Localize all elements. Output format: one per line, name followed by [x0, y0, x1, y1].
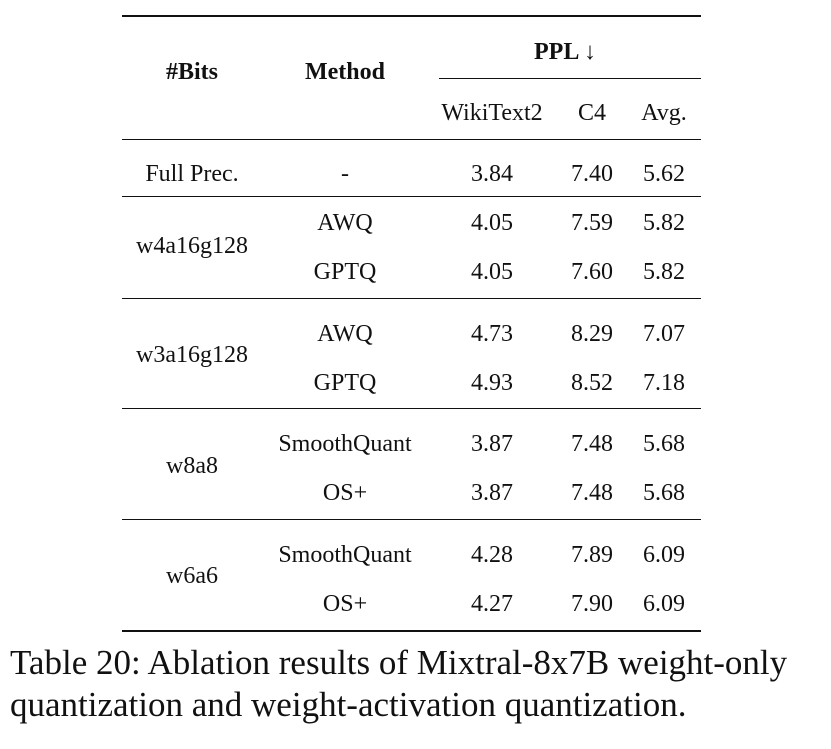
method-cell: OS+: [322, 480, 368, 506]
bits-cell-w4a16g128: w4a16g128: [136, 233, 248, 259]
avg-cell: 5.68: [643, 431, 685, 457]
bits-cell-w6a6: w6a6: [166, 563, 218, 589]
avg-cell: 5.82: [643, 259, 685, 285]
wikitext2-cell: 3.84: [471, 161, 513, 187]
bits-cell-full-prec: Full Prec.: [145, 161, 239, 187]
method-cell: OS+: [322, 591, 368, 617]
method-cell: SmoothQuant: [278, 542, 412, 568]
method-cell: AWQ: [317, 210, 373, 236]
caption-line-2: quantization and weight-activation quant…: [10, 685, 687, 724]
wikitext2-cell: 4.28: [471, 542, 513, 568]
header-avg: Avg.: [641, 100, 687, 126]
c4-cell: 7.59: [571, 210, 613, 236]
c4-cell: 7.89: [571, 542, 613, 568]
header-ppl: PPL ↓: [533, 39, 597, 65]
ppl-header-cmidrule: [439, 78, 701, 79]
avg-cell: 5.68: [643, 480, 685, 506]
avg-cell: 6.09: [643, 591, 685, 617]
wikitext2-cell: 3.87: [471, 480, 513, 506]
wikitext2-cell: 4.27: [471, 591, 513, 617]
bits-cell-w8a8: w8a8: [166, 453, 218, 479]
table-caption: Table 20: Ablation results of Mixtral-8x…: [10, 642, 830, 726]
header-c4: C4: [577, 100, 607, 126]
header-bits: #Bits: [165, 59, 219, 85]
c4-cell: 7.48: [571, 431, 613, 457]
method-cell: GPTQ: [313, 370, 377, 396]
wikitext2-cell: 4.93: [471, 370, 513, 396]
c4-cell: 7.48: [571, 480, 613, 506]
table-top-rule: [122, 15, 701, 17]
c4-cell: 7.60: [571, 259, 613, 285]
caption-line-1: Table 20: Ablation results of Mixtral-8x…: [10, 643, 788, 682]
c4-cell: 7.90: [571, 591, 613, 617]
group-divider-full-prec: [122, 196, 701, 197]
avg-cell: 6.09: [643, 542, 685, 568]
wikitext2-cell: 4.05: [471, 259, 513, 285]
group-divider-w4a16g128: [122, 298, 701, 299]
method-cell: SmoothQuant: [278, 431, 412, 457]
avg-cell: 7.07: [643, 321, 685, 347]
bits-cell-w3a16g128: w3a16g128: [136, 342, 248, 368]
wikitext2-cell: 4.73: [471, 321, 513, 347]
group-divider-w8a8: [122, 519, 701, 520]
avg-cell: 5.62: [643, 161, 685, 187]
wikitext2-cell: 3.87: [471, 431, 513, 457]
table-bottom-rule: [122, 630, 701, 632]
header-bottom-rule: [122, 139, 701, 140]
wikitext2-cell: 4.05: [471, 210, 513, 236]
group-divider-w3a16g128: [122, 408, 701, 409]
header-wikitext2: WikiText2: [441, 100, 543, 126]
method-cell: AWQ: [317, 321, 373, 347]
c4-cell: 8.29: [571, 321, 613, 347]
avg-cell: 7.18: [643, 370, 685, 396]
c4-cell: 8.52: [571, 370, 613, 396]
c4-cell: 7.40: [571, 161, 613, 187]
avg-cell: 5.82: [643, 210, 685, 236]
method-cell: -: [341, 161, 349, 187]
header-method: Method: [305, 59, 385, 85]
method-cell: GPTQ: [313, 259, 377, 285]
